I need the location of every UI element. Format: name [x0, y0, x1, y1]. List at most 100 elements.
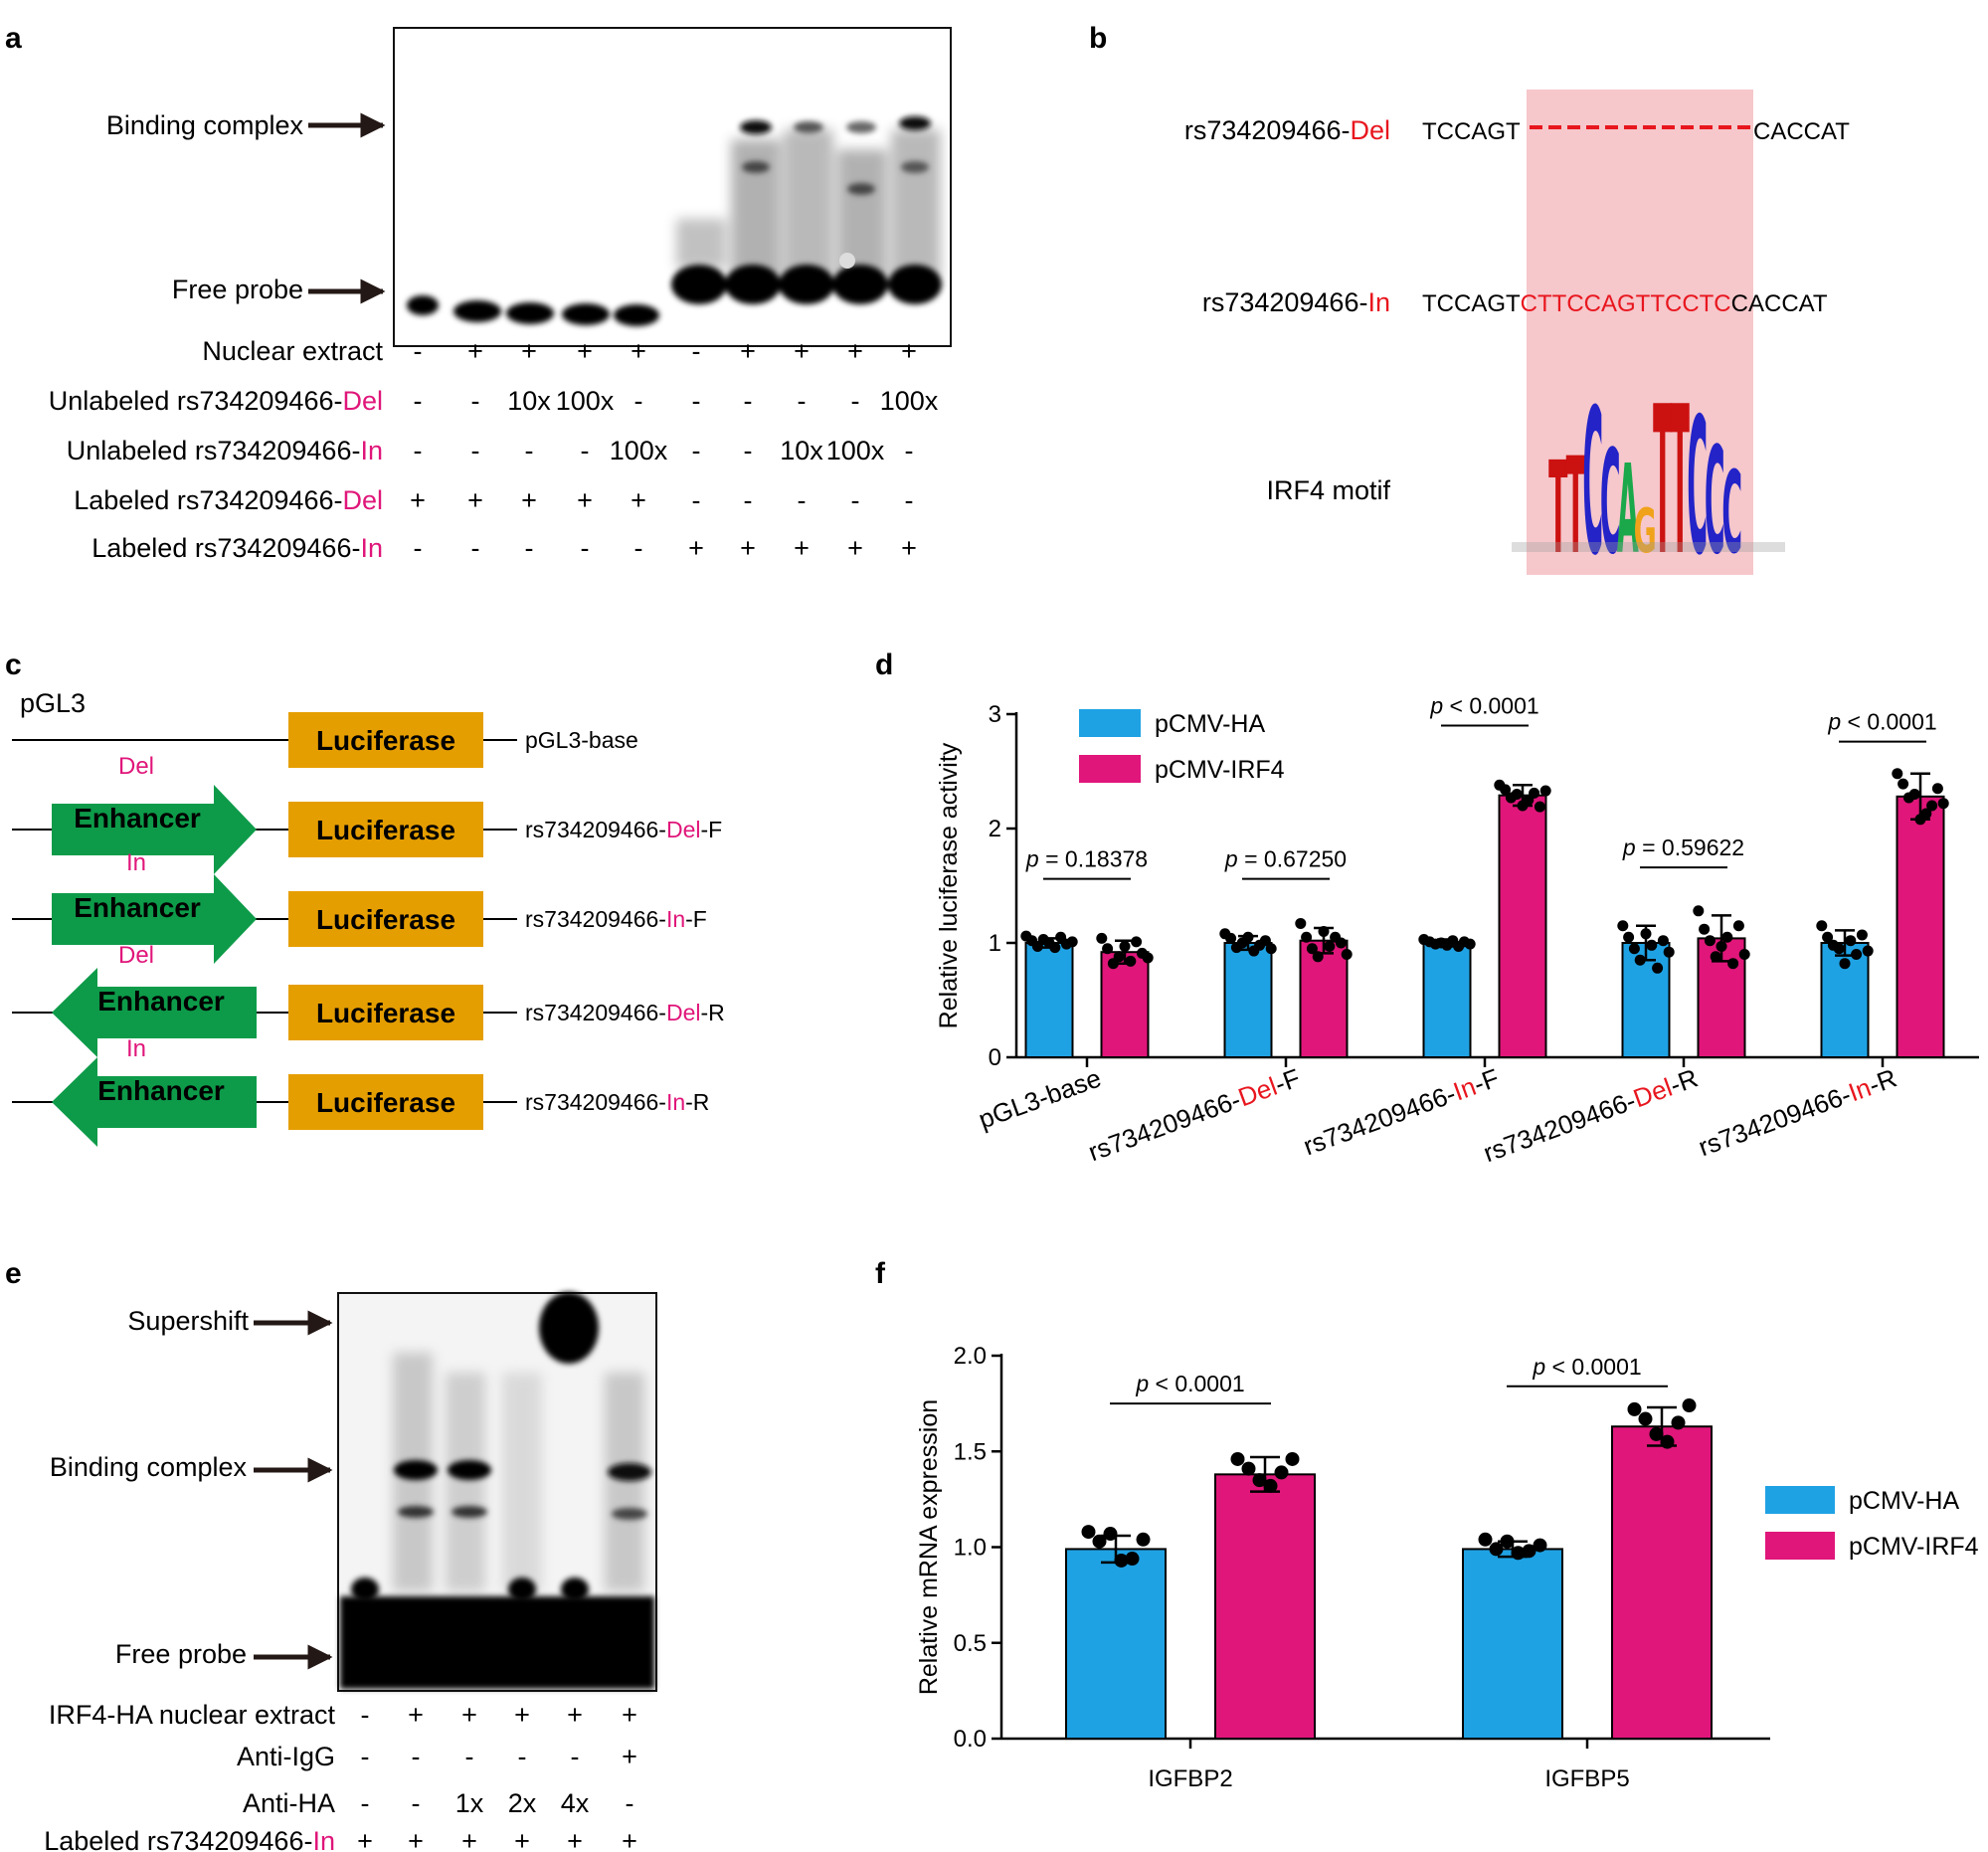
data-point — [1500, 1534, 1515, 1549]
enhancer-label: Enhancer — [97, 986, 225, 1017]
y-tick-label: 1.0 — [954, 1535, 987, 1562]
bar-pcmv-ha — [1422, 942, 1472, 1058]
gel-a-cell: - — [581, 533, 590, 563]
enhancer-arrow-forward — [52, 874, 257, 964]
gel-a-cell: - — [634, 386, 643, 416]
bar-pcmv-irf4 — [1498, 794, 1547, 1059]
enhancer-arrow-reverse — [52, 968, 257, 1057]
gel-a-cell: - — [634, 533, 643, 563]
gel-a-cell: + — [740, 533, 756, 563]
gel-a-cell: - — [905, 436, 914, 465]
gel-a-cell: + — [631, 485, 646, 515]
gel-e-cell: + — [461, 1826, 477, 1852]
bar-pcmv-ha — [1820, 942, 1870, 1058]
data-point — [1511, 789, 1523, 800]
data-point — [1892, 768, 1903, 780]
data-point — [1816, 920, 1828, 932]
data-point — [1908, 789, 1920, 800]
data-point — [1628, 943, 1640, 955]
data-point — [1142, 952, 1154, 964]
construct-name: rs734209466-Del-F — [525, 817, 722, 842]
bar-pcmv-ha — [1024, 942, 1074, 1058]
gel-e-cell: 2x — [508, 1788, 537, 1818]
enhancer-arrow-reverse — [52, 1057, 257, 1147]
gel-a-cell: - — [851, 386, 860, 416]
motif-letter: G — [1634, 497, 1657, 568]
gel-a-condition-table: Nuclear extract - + + + + - + + + + Unlabeled rs734… — [49, 336, 939, 563]
bar-pcmv-ha — [1065, 1548, 1167, 1741]
motif-letter: C — [1687, 378, 1708, 597]
gel-a-free-probe-bands — [407, 265, 942, 326]
y-tick-label: 0.0 — [954, 1726, 987, 1753]
data-point — [1274, 1465, 1289, 1480]
data-point — [1113, 951, 1125, 963]
data-point — [1839, 958, 1851, 970]
panel-label-c: c — [5, 648, 22, 681]
bar-pcmv-ha — [1621, 942, 1671, 1058]
enhancer-label: Enhancer — [97, 1075, 225, 1106]
luciferase-label: Luciferase — [316, 725, 455, 756]
gel-e-cell: - — [626, 1788, 634, 1818]
gel-a-row-label: Unlabeled rs734209466-Del — [49, 386, 383, 416]
gel-a-cell: + — [901, 336, 917, 366]
gel-a — [393, 27, 952, 347]
panel-e: e Supershift — [5, 1257, 657, 1852]
luciferase-box — [288, 712, 483, 768]
gel-a-cell: + — [901, 533, 917, 563]
gel-e-cell: + — [622, 1742, 637, 1771]
gel-a-row-label: Labeled rs734209466-Del — [74, 485, 383, 515]
data-point — [1066, 936, 1078, 948]
data-point — [1704, 935, 1716, 947]
p-value-label: p < 0.0001 — [1135, 1371, 1244, 1396]
data-point — [1285, 1451, 1300, 1466]
gel-e-cell: + — [622, 1826, 637, 1852]
data-point — [1312, 951, 1324, 963]
gel-e-cell: - — [361, 1742, 370, 1771]
bar-pcmv-ha — [1462, 1548, 1563, 1741]
gel-e-cell: + — [408, 1700, 424, 1730]
arrow-label-free-probe-e: Free probe — [115, 1639, 247, 1669]
data-point — [1533, 1538, 1547, 1553]
seq-del-left: TCCAGT — [1422, 118, 1521, 145]
gel-a-cell: - — [525, 533, 534, 563]
gel-a-cell: - — [471, 436, 480, 465]
data-point — [1478, 1532, 1493, 1547]
data-point — [1119, 940, 1131, 952]
data-point — [1638, 1411, 1653, 1426]
gel-a-cell: + — [794, 533, 810, 563]
gel-a-cell: - — [692, 436, 701, 465]
gel-a-cell: - — [851, 485, 860, 515]
y-tick-label: 2 — [989, 816, 1001, 842]
motif-highlight — [1527, 90, 1753, 575]
data-point — [1833, 943, 1845, 955]
y-tick-label: 1.5 — [954, 1438, 987, 1465]
gel-e-cell: - — [465, 1742, 474, 1771]
panel-a: a — [5, 22, 952, 563]
construct-name: rs734209466-In-R — [525, 1089, 709, 1115]
gel-a-cell: - — [581, 436, 590, 465]
p-value-label: p = 0.59622 — [1622, 834, 1744, 860]
supershift-band — [539, 1292, 599, 1364]
enhancer-label: Enhancer — [74, 892, 201, 923]
data-point — [1671, 1415, 1686, 1430]
data-point — [1693, 905, 1705, 917]
data-point — [1318, 926, 1330, 937]
gel-a-cell: + — [577, 485, 593, 515]
gel-e-condition-table: IRF4-HA nuclear extract - + + + + +Anti-IgG - - -… — [44, 1700, 637, 1852]
panel-c: c pGL3 Luciferase pGL3-baseEnhancerDelLuc… — [5, 648, 725, 1147]
data-point — [1657, 935, 1669, 947]
gel-a-cell: - — [744, 386, 753, 416]
gel-a-cell: - — [471, 386, 480, 416]
data-point — [1114, 1553, 1129, 1568]
bar-pcmv-irf4 — [1611, 1425, 1713, 1740]
data-point — [1682, 1398, 1697, 1413]
data-point — [1663, 946, 1675, 958]
gel-a-cell: + — [521, 336, 537, 366]
legend-swatch — [1079, 755, 1141, 783]
data-point — [1125, 1552, 1140, 1567]
vector-label: pGL3 — [20, 688, 86, 718]
motif-letter: T — [1566, 428, 1585, 583]
luciferase-label: Luciferase — [316, 815, 455, 845]
seq-del-right: CACCAT — [1753, 118, 1850, 145]
data-point — [1898, 778, 1909, 790]
